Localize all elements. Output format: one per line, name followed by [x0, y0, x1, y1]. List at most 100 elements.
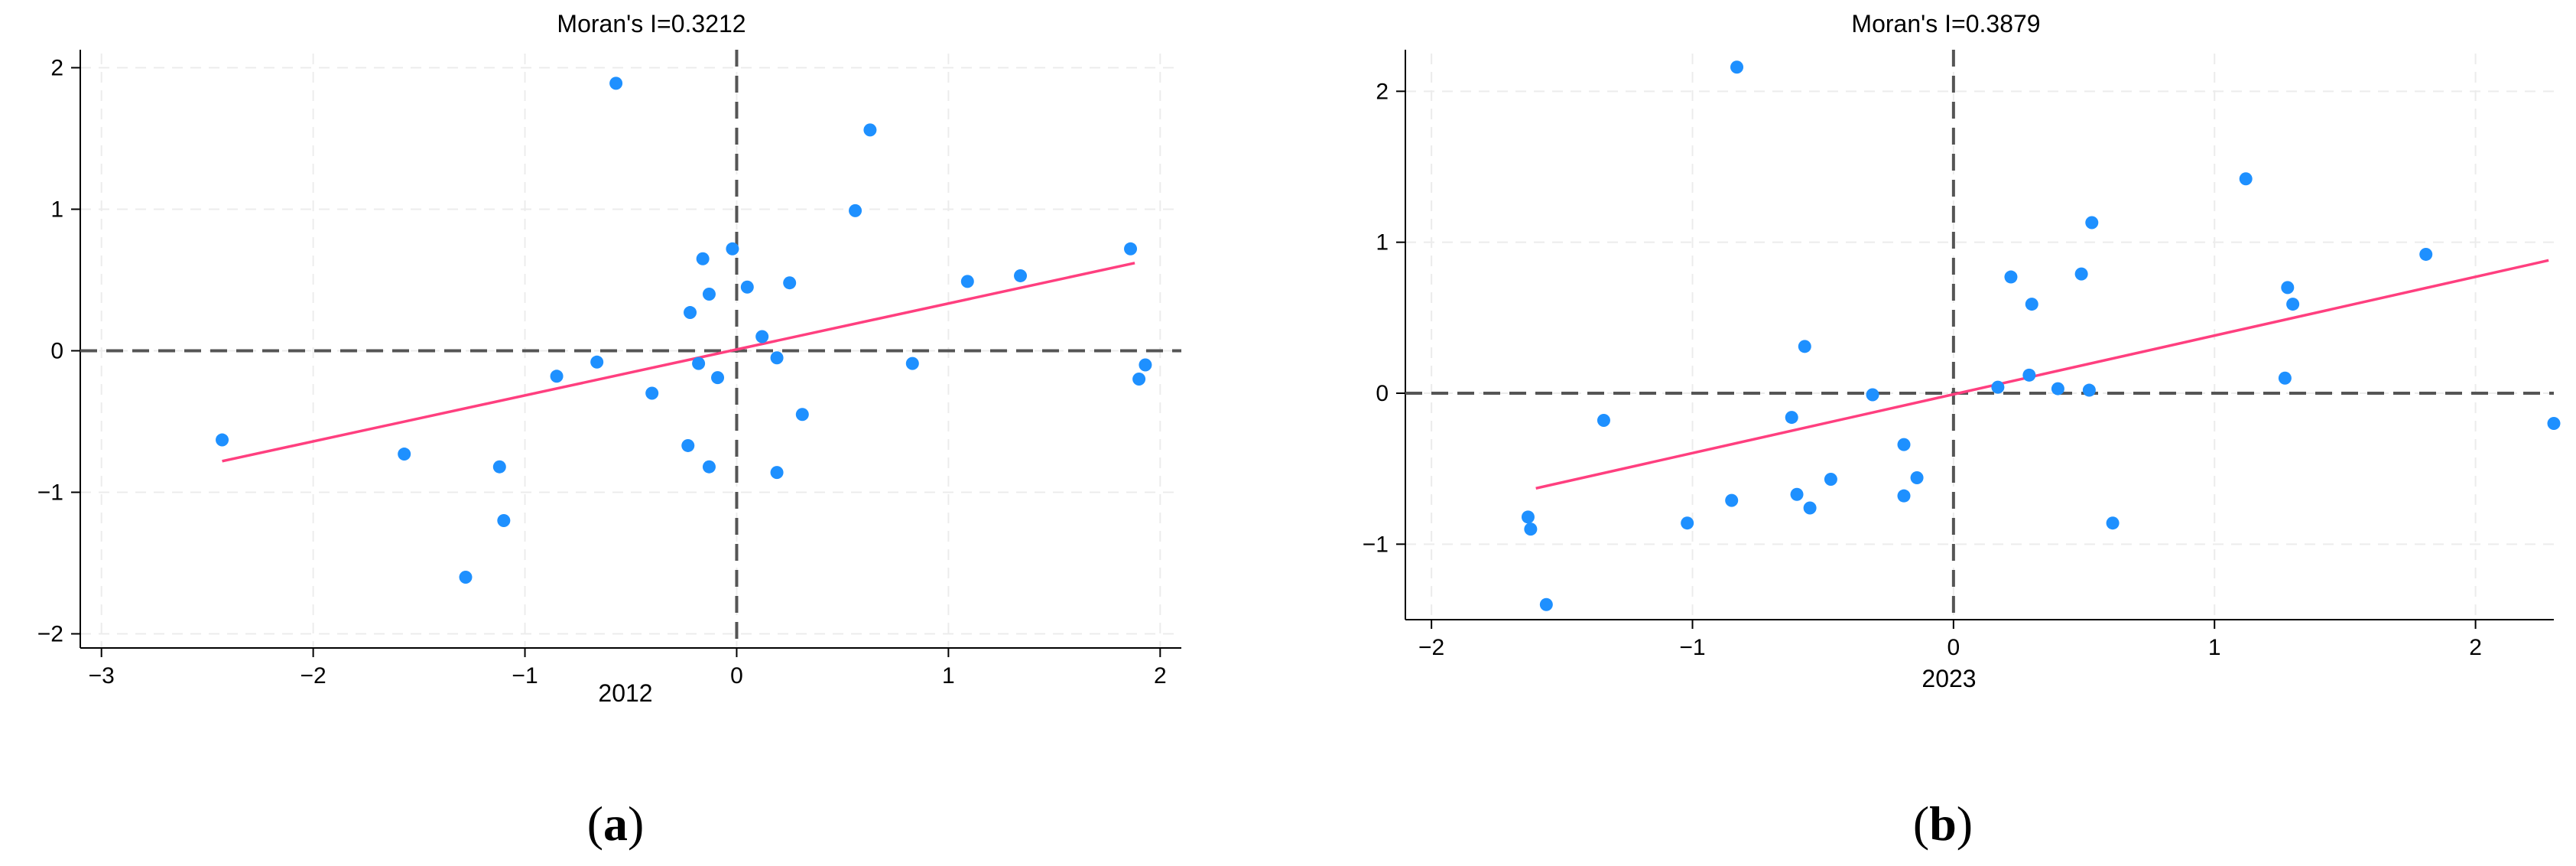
plot-area: −3 −2 −1 0 1 2 −2 −1 0 1 2	[37, 50, 1181, 689]
scatter-point	[770, 466, 784, 480]
y-tick-label: −1	[1363, 532, 1389, 557]
scatter-point	[1539, 597, 1553, 611]
x-tick-label: 2	[1154, 663, 1167, 689]
scatter-point	[726, 242, 739, 256]
x-tick-label: 0	[730, 663, 743, 689]
scatter-point	[1790, 487, 1804, 501]
x-tick-label: −2	[300, 663, 326, 689]
scatter-point	[770, 351, 784, 365]
scatter-point	[1725, 493, 1739, 507]
scatter-point	[1681, 516, 1694, 530]
scatter-point	[1991, 380, 2005, 394]
x-tick-label: −3	[89, 663, 115, 689]
scatter-point	[216, 433, 229, 447]
scatter-point	[905, 356, 919, 370]
scatter-point	[1910, 471, 1924, 485]
scatter-point	[1132, 373, 1146, 386]
scatter-point	[1597, 414, 1610, 428]
scatter-point	[684, 306, 697, 320]
y-tick-label: 2	[1376, 79, 1389, 104]
plot-area: −2 −1 0 1 2 −1 0 1 2	[1363, 50, 2561, 660]
scatter-point	[492, 460, 506, 474]
scatter-point	[497, 514, 511, 527]
scatter-point	[1897, 438, 1911, 451]
scatter-point	[1824, 472, 1837, 486]
scatter-point	[1897, 489, 1911, 503]
scatter-point	[696, 252, 710, 265]
scatter-point	[2286, 298, 2300, 311]
panel-b: −2 −1 0 1 2 −1 0 1 2 Moran's I=0.3879 2023 (b)	[1363, 10, 2561, 851]
scatter-point	[1866, 388, 1879, 402]
panel-label-close: )	[1957, 796, 1973, 851]
chart-title: Moran's I=0.3879	[1851, 10, 2040, 37]
scatter-point	[2051, 382, 2064, 396]
panel-label: (b)	[1913, 796, 1973, 851]
panel-label-letter: b	[1929, 796, 1957, 851]
scatter-point	[681, 438, 695, 452]
scatter-point	[2239, 172, 2253, 186]
scatter-point	[2025, 298, 2038, 311]
panel-label-open: (	[587, 796, 603, 851]
y-tick-label: −1	[37, 480, 63, 506]
scatter-point	[645, 386, 659, 400]
scatter-point	[755, 330, 769, 343]
y-tick-label: −2	[37, 622, 63, 647]
scatter-point	[1785, 411, 1798, 425]
scatter-point	[692, 356, 706, 370]
scatter-point	[459, 571, 473, 584]
scatter-point	[849, 203, 862, 217]
y-tick-label: 0	[1376, 381, 1389, 406]
scatter-point	[590, 355, 604, 369]
scatter-point	[1798, 340, 1811, 353]
scatter-point	[1524, 523, 1538, 536]
scatter-point	[1521, 510, 1535, 524]
scatter-point	[550, 370, 564, 383]
scatter-point	[2106, 516, 2120, 530]
panel-a: −3 −2 −1 0 1 2 −2 −1 0 1 2 Moran's I=0.3212 2012 (…	[37, 10, 1181, 851]
fit-line	[1535, 259, 2549, 490]
x-axis-label: 2023	[1921, 665, 1976, 692]
scatter-point	[2278, 371, 2292, 385]
scatter-point	[398, 448, 411, 461]
chart-title: Moran's I=0.3212	[557, 10, 746, 37]
scatter-point	[1803, 501, 1817, 515]
panel-label-letter: a	[603, 796, 628, 851]
x-tick-label: 0	[1947, 635, 1960, 660]
scatter-point	[1124, 242, 1138, 256]
scatter-point	[2082, 383, 2096, 397]
panel-label-close: )	[628, 796, 644, 851]
scatter-point	[1014, 269, 1028, 282]
y-tick-label: 0	[50, 339, 63, 364]
scatter-point	[2419, 247, 2433, 261]
y-tick-label: 1	[1376, 230, 1389, 256]
scatter-point	[1139, 358, 1152, 372]
scatter-point	[2085, 216, 2099, 230]
panel-label-open: (	[1913, 796, 1929, 851]
fit-line	[222, 262, 1135, 463]
x-tick-label: 2	[2469, 635, 2482, 660]
scatter-point	[702, 460, 716, 474]
scatter-point	[783, 276, 797, 290]
x-tick-label: 1	[2208, 635, 2221, 660]
x-tick-label: 1	[942, 663, 955, 689]
panel-label: (a)	[587, 796, 645, 851]
scatter-point	[609, 77, 623, 90]
x-tick-label: −1	[1679, 635, 1705, 660]
y-tick-label: 2	[50, 56, 63, 81]
x-axis-label: 2012	[598, 679, 652, 707]
scatter-point	[863, 123, 877, 137]
x-tick-label: −2	[1418, 635, 1444, 660]
scatter-point	[2004, 270, 2018, 284]
scatter-point	[2022, 368, 2036, 382]
scatter-point	[1730, 60, 1744, 74]
y-tick-label: 1	[50, 197, 63, 223]
scatter-point	[740, 280, 754, 294]
scatter-point	[2547, 416, 2561, 430]
scatter-point	[2281, 281, 2295, 295]
scatter-point	[960, 275, 974, 288]
x-tick-label: −1	[512, 663, 538, 689]
scatter-point	[795, 408, 809, 422]
scatter-point	[702, 288, 716, 301]
scatter-point	[2074, 267, 2088, 281]
